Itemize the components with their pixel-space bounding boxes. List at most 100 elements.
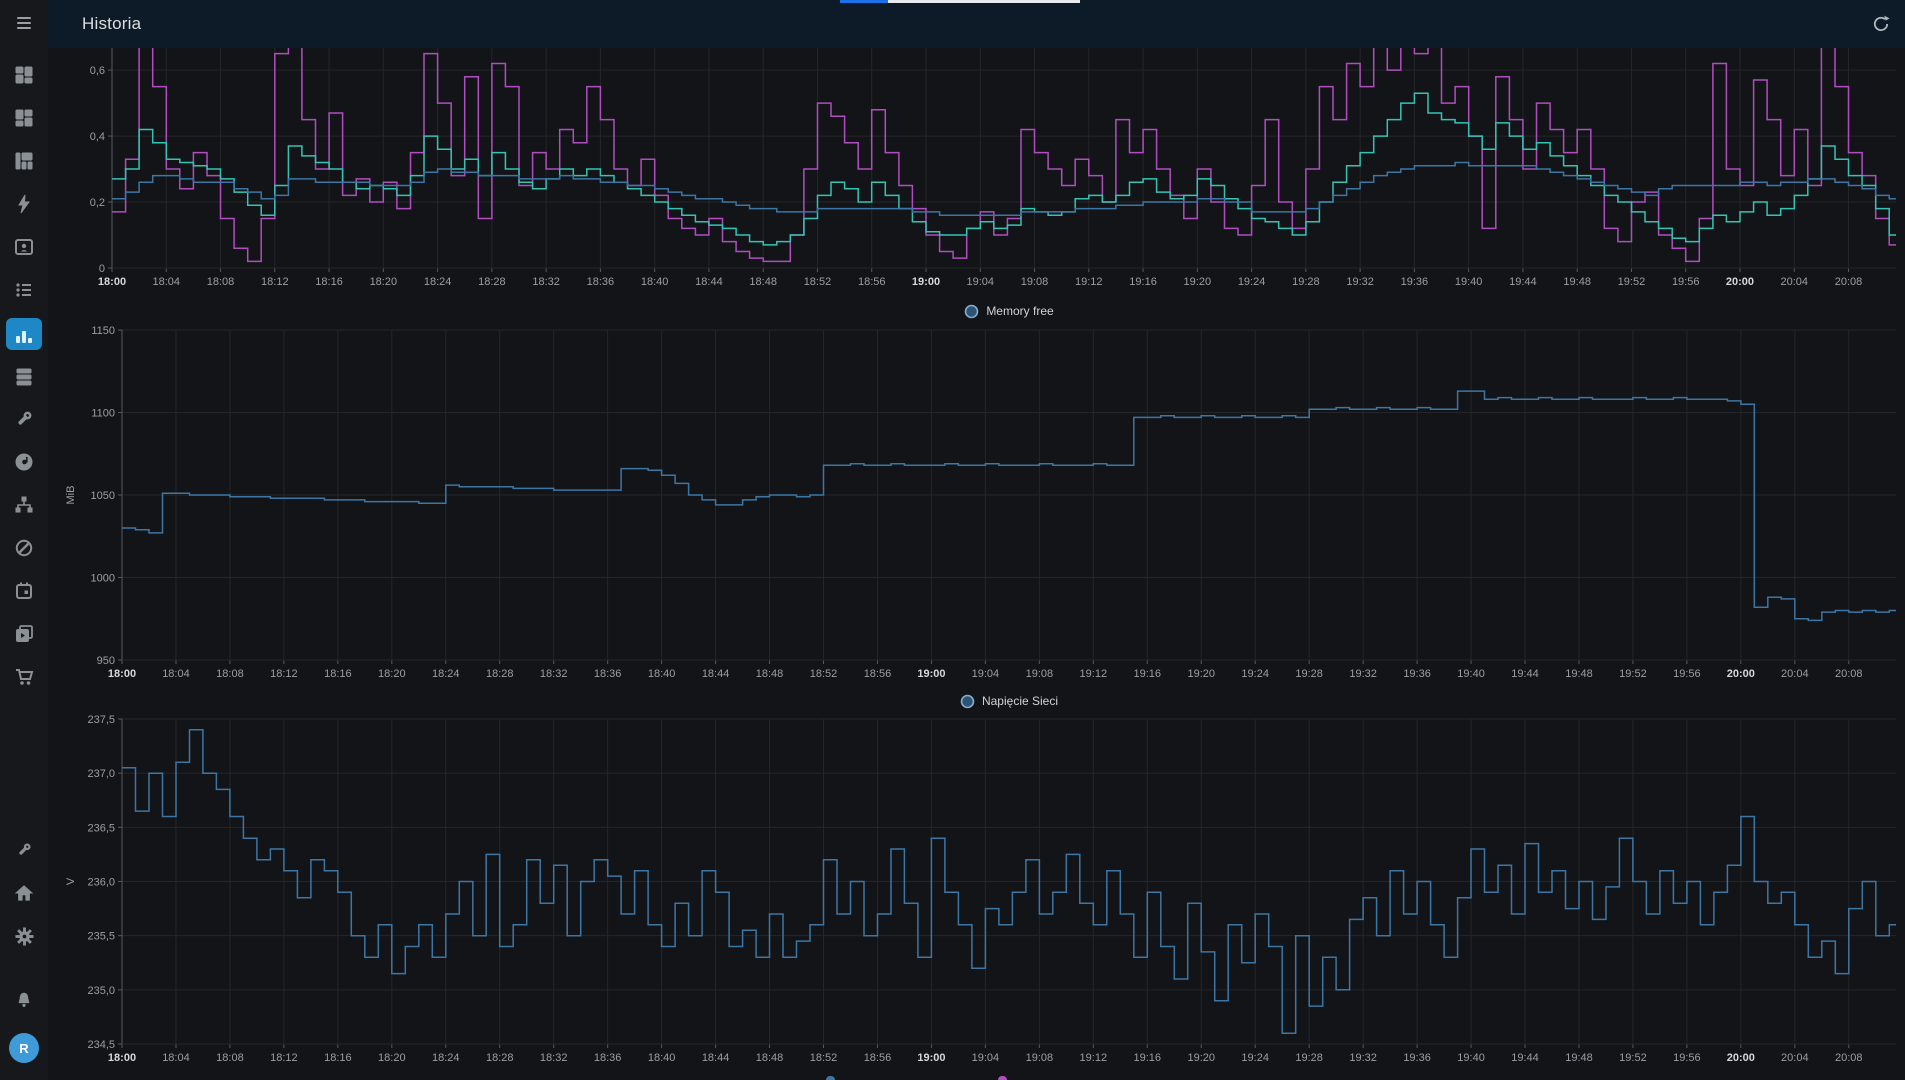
svg-text:236,0: 236,0 [87,877,115,889]
svg-text:19:04: 19:04 [966,276,994,288]
svg-text:18:48: 18:48 [756,668,784,680]
svg-text:19:44: 19:44 [1511,1052,1539,1064]
legend-circle-icon [965,304,979,318]
sidebar-item-dashboards-alt[interactable] [0,100,48,136]
svg-text:18:28: 18:28 [478,276,506,288]
svg-text:18:08: 18:08 [216,668,244,680]
refresh-icon[interactable] [1871,14,1891,34]
svg-text:18:56: 18:56 [864,1052,892,1064]
svg-text:19:16: 19:16 [1134,1052,1162,1064]
svg-text:19:16: 19:16 [1134,668,1162,680]
svg-text:18:52: 18:52 [810,668,838,680]
svg-text:18:12: 18:12 [270,668,298,680]
legend-memory-free[interactable]: Memory free [122,300,1896,322]
panel-load-chart[interactable]: 18:00 18:04 18:08 18:12 18:16 18:20 18:24 18:28… [48,48,1905,300]
panels-grid-icon [15,152,33,170]
loading-bar-progress [840,0,888,3]
bullet-list-icon [16,283,31,297]
svg-text:19:48: 19:48 [1565,668,1593,680]
svg-text:19:08: 19:08 [1021,276,1049,288]
svg-text:18:28: 18:28 [486,1052,514,1064]
svg-text:19:20: 19:20 [1187,1052,1215,1064]
svg-text:18:24: 18:24 [432,668,460,680]
tools-icon [19,843,31,855]
sidebar-item-sitemap[interactable] [0,487,48,523]
panel-memory-chart[interactable]: 18:00 18:04 18:08 18:12 18:16 18:20 18:24 18:28… [48,322,1905,690]
sidebar-item-zabbix[interactable] [0,530,48,566]
svg-text:19:00: 19:00 [912,276,940,288]
loading-bar-track [888,0,1080,3]
user-card-icon [15,239,33,255]
svg-text:18:52: 18:52 [810,1052,838,1064]
sidebar-item-configuration[interactable] [0,918,48,954]
svg-text:18:40: 18:40 [648,668,676,680]
sidebar-item-profile-card[interactable] [0,229,48,265]
svg-text:1100: 1100 [91,408,115,420]
svg-text:19:12: 19:12 [1075,276,1103,288]
legend-peek-blue-icon [826,1076,835,1080]
svg-text:19:12: 19:12 [1080,1052,1108,1064]
svg-text:18:36: 18:36 [594,1052,622,1064]
panel-voltage-chart[interactable]: 18:00 18:04 18:08 18:12 18:16 18:20 18:24 18:28… [48,712,1905,1080]
dashboard-content: 18:00 18:04 18:08 18:12 18:16 18:20 18:24 18:28… [48,48,1905,1080]
legend-circle-icon [960,694,975,708]
svg-text:19:52: 19:52 [1619,1052,1647,1064]
svg-text:19:00: 19:00 [917,668,945,680]
sidebar-item-dashboard[interactable] [0,57,48,93]
svg-text:18:00: 18:00 [108,668,136,680]
svg-text:18:08: 18:08 [207,276,235,288]
svg-text:19:32: 19:32 [1349,1052,1377,1064]
svg-text:18:12: 18:12 [270,1052,298,1064]
sidebar-item-alerting[interactable] [0,186,48,222]
sidebar-item-playlist[interactable] [0,616,48,652]
svg-text:19:36: 19:36 [1403,1052,1431,1064]
page-title: Historia [82,14,142,33]
svg-text:19:52: 19:52 [1618,276,1646,288]
sidebar-item-user-avatar[interactable]: R [0,1030,48,1066]
svg-text:0: 0 [99,263,105,275]
disc-icon [15,453,33,471]
svg-text:18:28: 18:28 [486,668,514,680]
svg-text:19:20: 19:20 [1187,668,1215,680]
svg-text:19:24: 19:24 [1241,1052,1269,1064]
svg-text:20:08: 20:08 [1835,668,1863,680]
sidebar-item-panels[interactable] [0,143,48,179]
sidebar-item-home[interactable] [0,875,48,911]
sidebar-item-history-active[interactable] [0,316,48,352]
svg-text:18:20: 18:20 [378,1052,406,1064]
svg-text:18:16: 18:16 [324,1052,352,1064]
sidebar-item-list[interactable] [0,272,48,308]
svg-text:1050: 1050 [91,490,115,502]
sidebar-item-admin-tools[interactable] [0,832,48,868]
svg-text:18:32: 18:32 [532,276,560,288]
menu-hamburger-icon[interactable] [17,17,31,29]
svg-text:19:56: 19:56 [1673,1052,1701,1064]
sidebar-item-shop[interactable] [0,659,48,695]
sidebar: R [0,0,48,1080]
svg-text:18:12: 18:12 [261,276,289,288]
sidebar-item-notifications[interactable] [0,982,48,1018]
svg-text:20:00: 20:00 [1726,276,1754,288]
svg-text:19:28: 19:28 [1295,1052,1323,1064]
svg-text:19:04: 19:04 [972,1052,1000,1064]
svg-text:19:56: 19:56 [1672,276,1700,288]
svg-text:19:04: 19:04 [972,668,1000,680]
bell-icon [18,992,30,1008]
sidebar-item-calendar[interactable] [0,573,48,609]
legend-peek-purple-icon [998,1076,1007,1080]
sidebar-item-datasources[interactable] [0,358,48,394]
wrench-icon [18,411,32,425]
legend-label[interactable]: Napięcie Sieci [981,694,1059,708]
cart-icon [16,669,34,685]
svg-text:1000: 1000 [91,573,115,585]
svg-text:19:56: 19:56 [1673,668,1701,680]
sidebar-item-annotations[interactable] [0,444,48,480]
svg-text:1150: 1150 [91,325,115,337]
legend-label[interactable]: Memory free [986,304,1054,318]
sidebar-item-tools[interactable] [0,401,48,437]
sitemap-icon [15,496,33,513]
legend-napiecie-sieci[interactable]: Napięcie Sieci [122,690,1896,712]
svg-text:19:00: 19:00 [917,1052,945,1064]
svg-text:18:20: 18:20 [378,668,406,680]
svg-text:237,0: 237,0 [87,768,115,780]
